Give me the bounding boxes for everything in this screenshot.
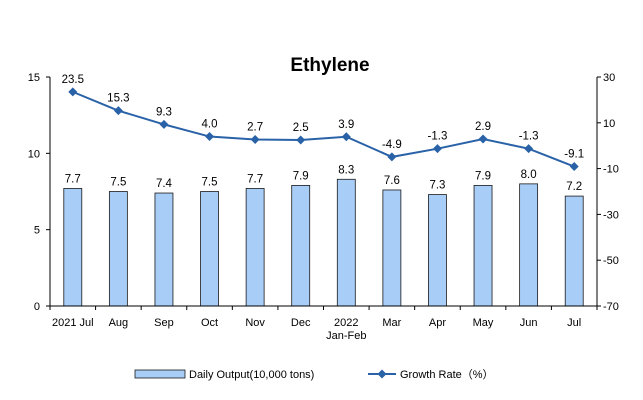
right-tick-label: -30 — [603, 209, 619, 221]
bar — [108, 191, 128, 307]
bar-data-label: 7.6 — [384, 175, 400, 187]
legend-bar-label: Daily Output(10,000 tons) — [189, 369, 314, 381]
line-data-label: 15.3 — [107, 93, 129, 105]
axes: 0 5 10 15 -70 -50 -30 -10 10 30 2021 Jul Aug Sep Oct N… — [28, 72, 619, 342]
line-data-label: -4.9 — [382, 139, 402, 151]
bar — [336, 178, 356, 307]
x-tick-label: Mar — [382, 317, 401, 329]
line-data-label: -9.1 — [564, 149, 584, 161]
right-tick-label: -10 — [603, 164, 619, 176]
left-tick-label: 15 — [28, 72, 40, 84]
line-point — [296, 135, 306, 145]
line-point — [432, 144, 442, 154]
x-tick-label: Nov — [245, 317, 265, 329]
bar-data-label: 7.5 — [202, 177, 218, 189]
bar-data-label: 7.9 — [475, 170, 491, 182]
line-series: 23.5 15.3 9.3 4.0 2.7 2.5 3.9 -4.9 -1.3 2.9 -1.3 -9… — [62, 74, 584, 172]
line-point — [478, 134, 488, 144]
left-tick-label: 10 — [28, 148, 40, 160]
right-tick-label: -70 — [603, 301, 619, 313]
line-data-label: 2.7 — [247, 122, 263, 134]
line-data-label: 2.5 — [293, 122, 309, 134]
line-point — [205, 132, 215, 142]
x-tick-label: Jan-Feb — [326, 330, 366, 342]
legend-line-marker — [377, 369, 387, 379]
x-tick-label: Dec — [291, 317, 311, 329]
line-point — [569, 162, 579, 172]
line-point — [341, 132, 351, 142]
line-data-label: 2.9 — [475, 121, 491, 133]
left-tick-label: 0 — [34, 301, 40, 313]
right-tick-label: -50 — [603, 255, 619, 267]
right-tick-label: 10 — [603, 118, 615, 130]
bar — [154, 192, 174, 307]
line-data-label: 3.9 — [338, 119, 354, 131]
bar — [382, 189, 402, 307]
bar-data-label: 7.2 — [566, 181, 582, 193]
legend: Daily Output(10,000 tons) Growth Rate（%） — [134, 368, 494, 381]
bar — [63, 188, 83, 307]
bar-data-label: 8.0 — [521, 169, 537, 181]
x-tick-label: Sep — [154, 317, 174, 329]
line-point — [524, 144, 534, 154]
line-point — [250, 135, 260, 145]
bar-series: 7.7 7.5 7.4 7.5 7.7 7.9 8.3 7.6 7.3 7.9 8.0 7.2 — [63, 164, 584, 307]
x-tick-label: Aug — [109, 317, 129, 329]
bar — [291, 184, 311, 307]
line-data-label: 9.3 — [156, 106, 172, 118]
x-tick-label: Apr — [429, 317, 446, 329]
bar-data-label: 7.7 — [247, 173, 263, 185]
bar-data-label: 7.9 — [293, 170, 309, 182]
line-data-label: 23.5 — [62, 74, 84, 86]
bar — [564, 195, 584, 307]
bar-data-label: 7.5 — [110, 177, 126, 189]
bar-data-label: 7.7 — [65, 173, 81, 185]
bar — [473, 184, 493, 307]
bar — [200, 191, 219, 307]
x-tick-label: Oct — [201, 317, 218, 329]
chart-title: Ethylene — [290, 55, 369, 76]
bar-data-label: 7.3 — [429, 180, 445, 192]
line-point — [387, 152, 397, 162]
bar — [245, 188, 265, 307]
bar — [428, 194, 447, 307]
growth-rate-line — [72, 90, 575, 168]
x-tick-label: Jul — [567, 317, 581, 329]
x-tick-label: 2021 Jul — [52, 317, 94, 329]
right-tick-label: 30 — [603, 72, 615, 84]
bar — [519, 183, 539, 307]
line-data-label: 4.0 — [202, 119, 218, 131]
line-point — [159, 119, 169, 129]
bar-data-label: 7.4 — [156, 178, 173, 190]
legend-bar-swatch — [134, 369, 186, 379]
x-tick-label: May — [473, 317, 494, 329]
left-tick-label: 5 — [34, 225, 40, 237]
x-tick-label: Jun — [520, 317, 538, 329]
line-data-label: -1.3 — [519, 131, 539, 143]
line-point — [68, 87, 78, 97]
bar-data-label: 8.3 — [338, 164, 354, 176]
x-tick-label: 2022 — [334, 317, 358, 329]
line-point — [113, 106, 123, 116]
legend-line-label: Growth Rate（%） — [400, 368, 494, 381]
line-data-label: -1.3 — [428, 131, 448, 143]
